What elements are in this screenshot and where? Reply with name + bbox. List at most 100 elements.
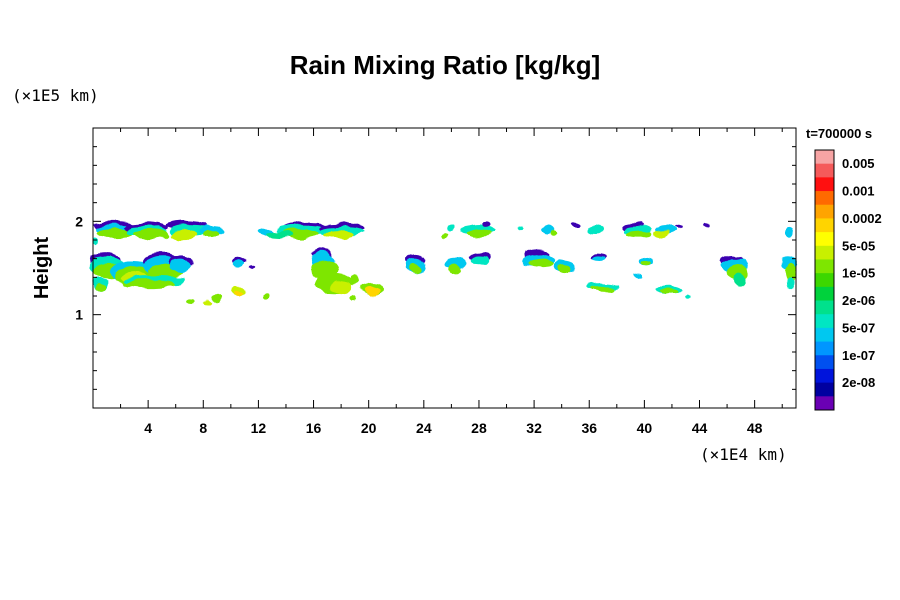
colorbar-segment bbox=[815, 368, 834, 384]
field-layer bbox=[90, 220, 798, 304]
rain-region bbox=[447, 264, 462, 276]
rain-region bbox=[330, 281, 353, 293]
y-axis: 12 bbox=[75, 146, 796, 390]
rain-region bbox=[211, 295, 223, 303]
x-tick-label: 12 bbox=[251, 420, 267, 436]
colorbar-label: 1e-05 bbox=[842, 266, 875, 281]
colorbar-label: 0.0002 bbox=[842, 211, 882, 226]
colorbar-segment bbox=[815, 396, 834, 411]
rain-region bbox=[248, 265, 255, 269]
colorbar-label: 0.005 bbox=[842, 156, 875, 171]
x-tick-label: 32 bbox=[526, 420, 542, 436]
rain-region bbox=[674, 225, 683, 229]
rain-region bbox=[232, 259, 247, 268]
y-axis-label: Height bbox=[31, 237, 53, 300]
colorbar-label: 1e-07 bbox=[842, 348, 875, 363]
colorbar-segment bbox=[815, 341, 834, 356]
x-scale-label: (×1E4 km) bbox=[700, 445, 787, 464]
colorbar-segment bbox=[815, 286, 834, 302]
rain-region bbox=[529, 259, 555, 268]
rain-region bbox=[201, 299, 211, 304]
rain-region bbox=[235, 291, 243, 297]
rain-region bbox=[540, 226, 555, 234]
chart-title: Rain Mixing Ratio [kg/kg] bbox=[290, 50, 601, 80]
x-tick-label: 40 bbox=[637, 420, 653, 436]
rain-region bbox=[558, 265, 570, 273]
rain-region bbox=[132, 229, 169, 240]
x-tick-label: 44 bbox=[692, 420, 708, 436]
rain-region bbox=[631, 273, 643, 278]
colorbar-segment bbox=[815, 382, 834, 397]
colorbar-segment bbox=[815, 273, 834, 288]
rain-region bbox=[170, 229, 198, 240]
rain-region bbox=[481, 222, 490, 228]
y-tick-label: 1 bbox=[75, 307, 83, 323]
rain-region bbox=[642, 259, 652, 266]
rain-region bbox=[324, 230, 353, 239]
rain-region bbox=[447, 226, 456, 232]
y-scale-label: (×1E5 km) bbox=[12, 86, 99, 105]
x-axis: 4 8 12 16 20 24 28 32 36 40 44 48 bbox=[120, 128, 783, 436]
rain-region bbox=[571, 223, 580, 229]
rain-region bbox=[95, 228, 135, 239]
x-tick-label: 28 bbox=[471, 420, 487, 436]
rain-region bbox=[786, 227, 795, 238]
x-tick-label: 8 bbox=[199, 420, 207, 436]
x-tick-label: 36 bbox=[581, 420, 597, 436]
x-tick-label: 20 bbox=[361, 420, 377, 436]
rain-region bbox=[93, 238, 99, 246]
rain-region bbox=[441, 232, 448, 237]
y-tick-label: 2 bbox=[75, 213, 83, 229]
rain-region bbox=[170, 258, 193, 274]
colorbar-label: 5e-05 bbox=[842, 238, 875, 253]
colorbar-segment bbox=[815, 150, 834, 165]
colorbar-segment bbox=[815, 300, 834, 315]
rain-region bbox=[466, 229, 492, 238]
colorbar-segment bbox=[815, 232, 834, 247]
rain-region bbox=[365, 285, 380, 296]
rain-region bbox=[94, 282, 106, 291]
colorbar-label: 2e-06 bbox=[842, 293, 875, 308]
rain-region bbox=[550, 230, 559, 237]
x-tick-label: 48 bbox=[747, 420, 763, 436]
rain-region bbox=[786, 276, 795, 288]
rain-region bbox=[408, 264, 420, 272]
colorbar-segment bbox=[815, 245, 834, 260]
rain-region bbox=[626, 230, 652, 239]
time-label: t=700000 s bbox=[806, 126, 872, 141]
colorbar-label: 5e-07 bbox=[842, 320, 875, 335]
colorbar-label: 2e-08 bbox=[842, 375, 875, 390]
rain-region bbox=[349, 276, 361, 286]
colorbar-segment bbox=[815, 314, 834, 329]
rain-region bbox=[203, 230, 220, 239]
colorbar-segment bbox=[815, 259, 834, 274]
colorbar: 0.005 0.001 0.0002 5e-05 1e-05 2e-06 5e-07 1e-0… bbox=[814, 149, 882, 411]
x-tick-label: 24 bbox=[416, 420, 432, 436]
rain-region bbox=[702, 224, 708, 228]
rain-region bbox=[266, 230, 295, 239]
x-tick-label: 4 bbox=[144, 420, 152, 436]
rain-region bbox=[733, 271, 745, 287]
rain-region bbox=[261, 292, 269, 300]
rain-region bbox=[188, 298, 197, 303]
rain-region bbox=[349, 295, 358, 301]
colorbar-segment bbox=[815, 191, 834, 206]
rain-region bbox=[123, 280, 173, 288]
rain-region bbox=[687, 295, 693, 299]
rain-region bbox=[589, 226, 604, 234]
rain-region bbox=[517, 226, 524, 230]
rain-region bbox=[652, 230, 670, 239]
colorbar-segment bbox=[815, 355, 834, 370]
plot-frame bbox=[92, 127, 797, 409]
rain-region bbox=[470, 255, 488, 266]
colorbar-frame bbox=[814, 149, 835, 411]
rain-region bbox=[591, 285, 615, 292]
colorbar-label: 0.001 bbox=[842, 184, 875, 199]
colorbar-segment bbox=[815, 204, 834, 219]
colorbar-segment bbox=[815, 327, 834, 343]
x-tick-label: 16 bbox=[306, 420, 322, 436]
colorbar-segment bbox=[815, 218, 834, 233]
colorbar-segment bbox=[815, 163, 834, 178]
rain-region bbox=[593, 255, 605, 262]
